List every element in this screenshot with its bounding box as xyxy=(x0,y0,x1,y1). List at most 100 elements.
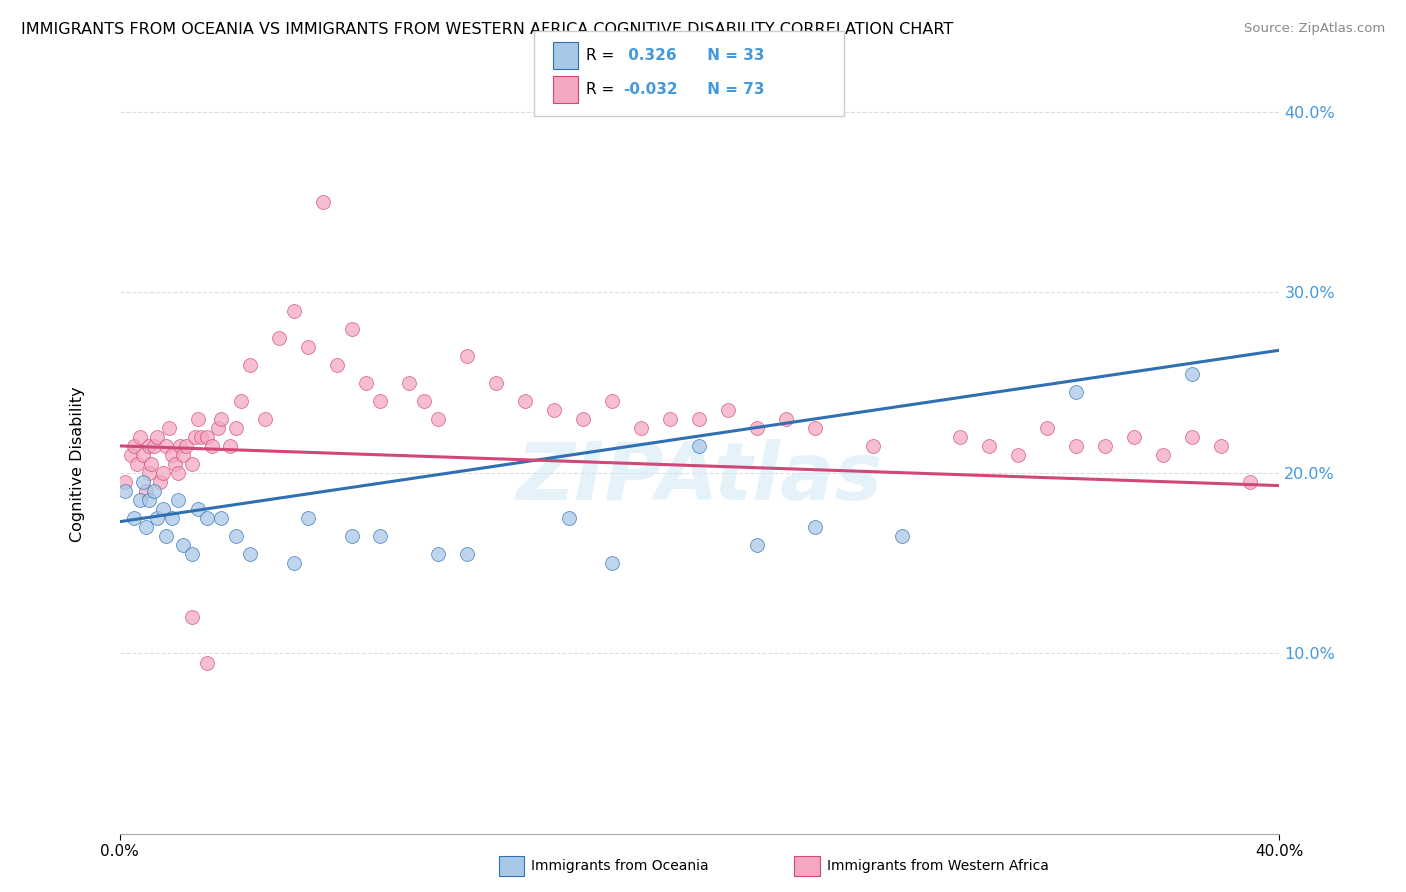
Point xyxy=(689,412,711,426)
Point xyxy=(135,520,157,534)
Point xyxy=(297,511,319,525)
Point xyxy=(166,493,188,508)
Point xyxy=(630,421,652,435)
Point xyxy=(195,656,218,670)
Text: Cognitive Disability: Cognitive Disability xyxy=(70,386,84,541)
Point xyxy=(195,511,218,525)
Text: -0.032: -0.032 xyxy=(623,82,678,96)
Point xyxy=(143,483,166,498)
Point xyxy=(122,439,145,453)
Point xyxy=(340,321,363,335)
Point xyxy=(253,412,276,426)
Point xyxy=(558,511,581,525)
Point xyxy=(132,448,155,462)
Point xyxy=(283,556,305,570)
Point xyxy=(218,439,240,453)
Point xyxy=(163,457,186,471)
Text: 0.326: 0.326 xyxy=(623,48,676,62)
Point xyxy=(747,421,769,435)
Point xyxy=(174,439,197,453)
Point xyxy=(146,430,169,444)
Point xyxy=(862,439,884,453)
Point xyxy=(543,402,565,417)
Point xyxy=(135,483,157,498)
Point xyxy=(160,511,183,525)
Point xyxy=(181,610,204,624)
Point xyxy=(1181,430,1204,444)
Point xyxy=(125,457,148,471)
Point xyxy=(1007,448,1029,462)
Point xyxy=(804,520,827,534)
Point xyxy=(195,430,218,444)
Point xyxy=(128,493,150,508)
Text: IMMIGRANTS FROM OCEANIA VS IMMIGRANTS FROM WESTERN AFRICA COGNITIVE DISABILITY C: IMMIGRANTS FROM OCEANIA VS IMMIGRANTS FR… xyxy=(21,22,953,37)
Point xyxy=(1066,384,1088,399)
Point xyxy=(155,529,177,543)
Point xyxy=(132,475,155,489)
Point xyxy=(138,466,160,480)
Point xyxy=(122,511,145,525)
Point xyxy=(143,439,166,453)
Point xyxy=(572,412,595,426)
Point xyxy=(114,475,136,489)
Point xyxy=(949,430,972,444)
Point xyxy=(1036,421,1059,435)
Point xyxy=(187,412,209,426)
Point xyxy=(602,393,624,408)
Point xyxy=(1211,439,1233,453)
Point xyxy=(152,466,174,480)
Point xyxy=(804,421,827,435)
Point xyxy=(184,430,207,444)
Point xyxy=(1181,367,1204,381)
Point xyxy=(775,412,797,426)
Point xyxy=(138,439,160,453)
Point xyxy=(413,393,436,408)
Point xyxy=(201,439,224,453)
Point xyxy=(231,393,253,408)
Point xyxy=(187,502,209,516)
Point xyxy=(326,358,349,372)
Text: N = 33: N = 33 xyxy=(702,48,763,62)
Point xyxy=(128,430,150,444)
Point xyxy=(138,493,160,508)
Point xyxy=(398,376,420,390)
Point xyxy=(160,448,183,462)
Point xyxy=(311,195,333,210)
Point xyxy=(146,511,169,525)
Point xyxy=(181,547,204,561)
Point xyxy=(891,529,914,543)
Text: ZIPAtlas: ZIPAtlas xyxy=(516,439,883,516)
Point xyxy=(120,448,142,462)
Text: R =: R = xyxy=(586,82,620,96)
Text: Source: ZipAtlas.com: Source: ZipAtlas.com xyxy=(1244,22,1385,36)
Point xyxy=(1153,448,1175,462)
Point xyxy=(456,349,478,363)
Point xyxy=(1123,430,1146,444)
Point xyxy=(1094,439,1116,453)
Point xyxy=(456,547,478,561)
Point xyxy=(370,529,392,543)
Point xyxy=(689,439,711,453)
Point xyxy=(172,448,194,462)
Point xyxy=(166,466,188,480)
Point xyxy=(190,430,212,444)
Point xyxy=(370,393,392,408)
Point xyxy=(659,412,682,426)
Point xyxy=(239,547,262,561)
Text: R =: R = xyxy=(586,48,620,62)
Point xyxy=(283,303,305,318)
Point xyxy=(172,538,194,552)
Point xyxy=(427,412,450,426)
Point xyxy=(169,439,191,453)
Point xyxy=(181,457,204,471)
Point xyxy=(979,439,1001,453)
Point xyxy=(114,483,136,498)
Point xyxy=(427,547,450,561)
Point xyxy=(340,529,363,543)
Point xyxy=(297,340,319,354)
Point xyxy=(239,358,262,372)
Point xyxy=(225,421,247,435)
Point xyxy=(149,475,172,489)
Text: Immigrants from Oceania: Immigrants from Oceania xyxy=(531,859,709,873)
Point xyxy=(207,421,229,435)
